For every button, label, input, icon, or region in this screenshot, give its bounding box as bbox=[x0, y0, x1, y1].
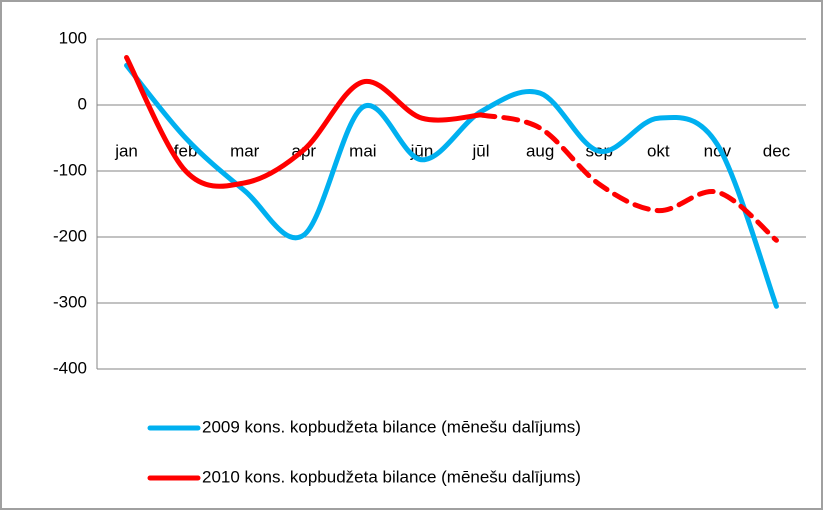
legend-label: 2009 kons. kopbudžeta bilance (mēnešu da… bbox=[202, 417, 581, 436]
legend-label: 2010 kons. kopbudžeta bilance (mēnešu da… bbox=[202, 467, 581, 486]
y-tick-label: -200 bbox=[53, 226, 87, 245]
y-tick-label: 0 bbox=[78, 94, 87, 113]
x-tick-label: mai bbox=[349, 141, 376, 160]
x-tick-label: mar bbox=[230, 141, 260, 160]
series-line bbox=[478, 112, 779, 243]
y-tick-label: -300 bbox=[53, 292, 87, 311]
series-line bbox=[124, 62, 779, 309]
y-tick-label: 100 bbox=[59, 28, 87, 47]
x-tick-label: jan bbox=[114, 141, 138, 160]
x-tick-label: jūl bbox=[472, 141, 490, 160]
x-tick-label: dec bbox=[763, 141, 791, 160]
x-tick-label: okt bbox=[647, 141, 670, 160]
x-tick-label: aug bbox=[526, 141, 554, 160]
y-tick-label: -100 bbox=[53, 160, 87, 179]
series-line bbox=[124, 54, 484, 189]
y-tick-label: -400 bbox=[53, 358, 87, 377]
